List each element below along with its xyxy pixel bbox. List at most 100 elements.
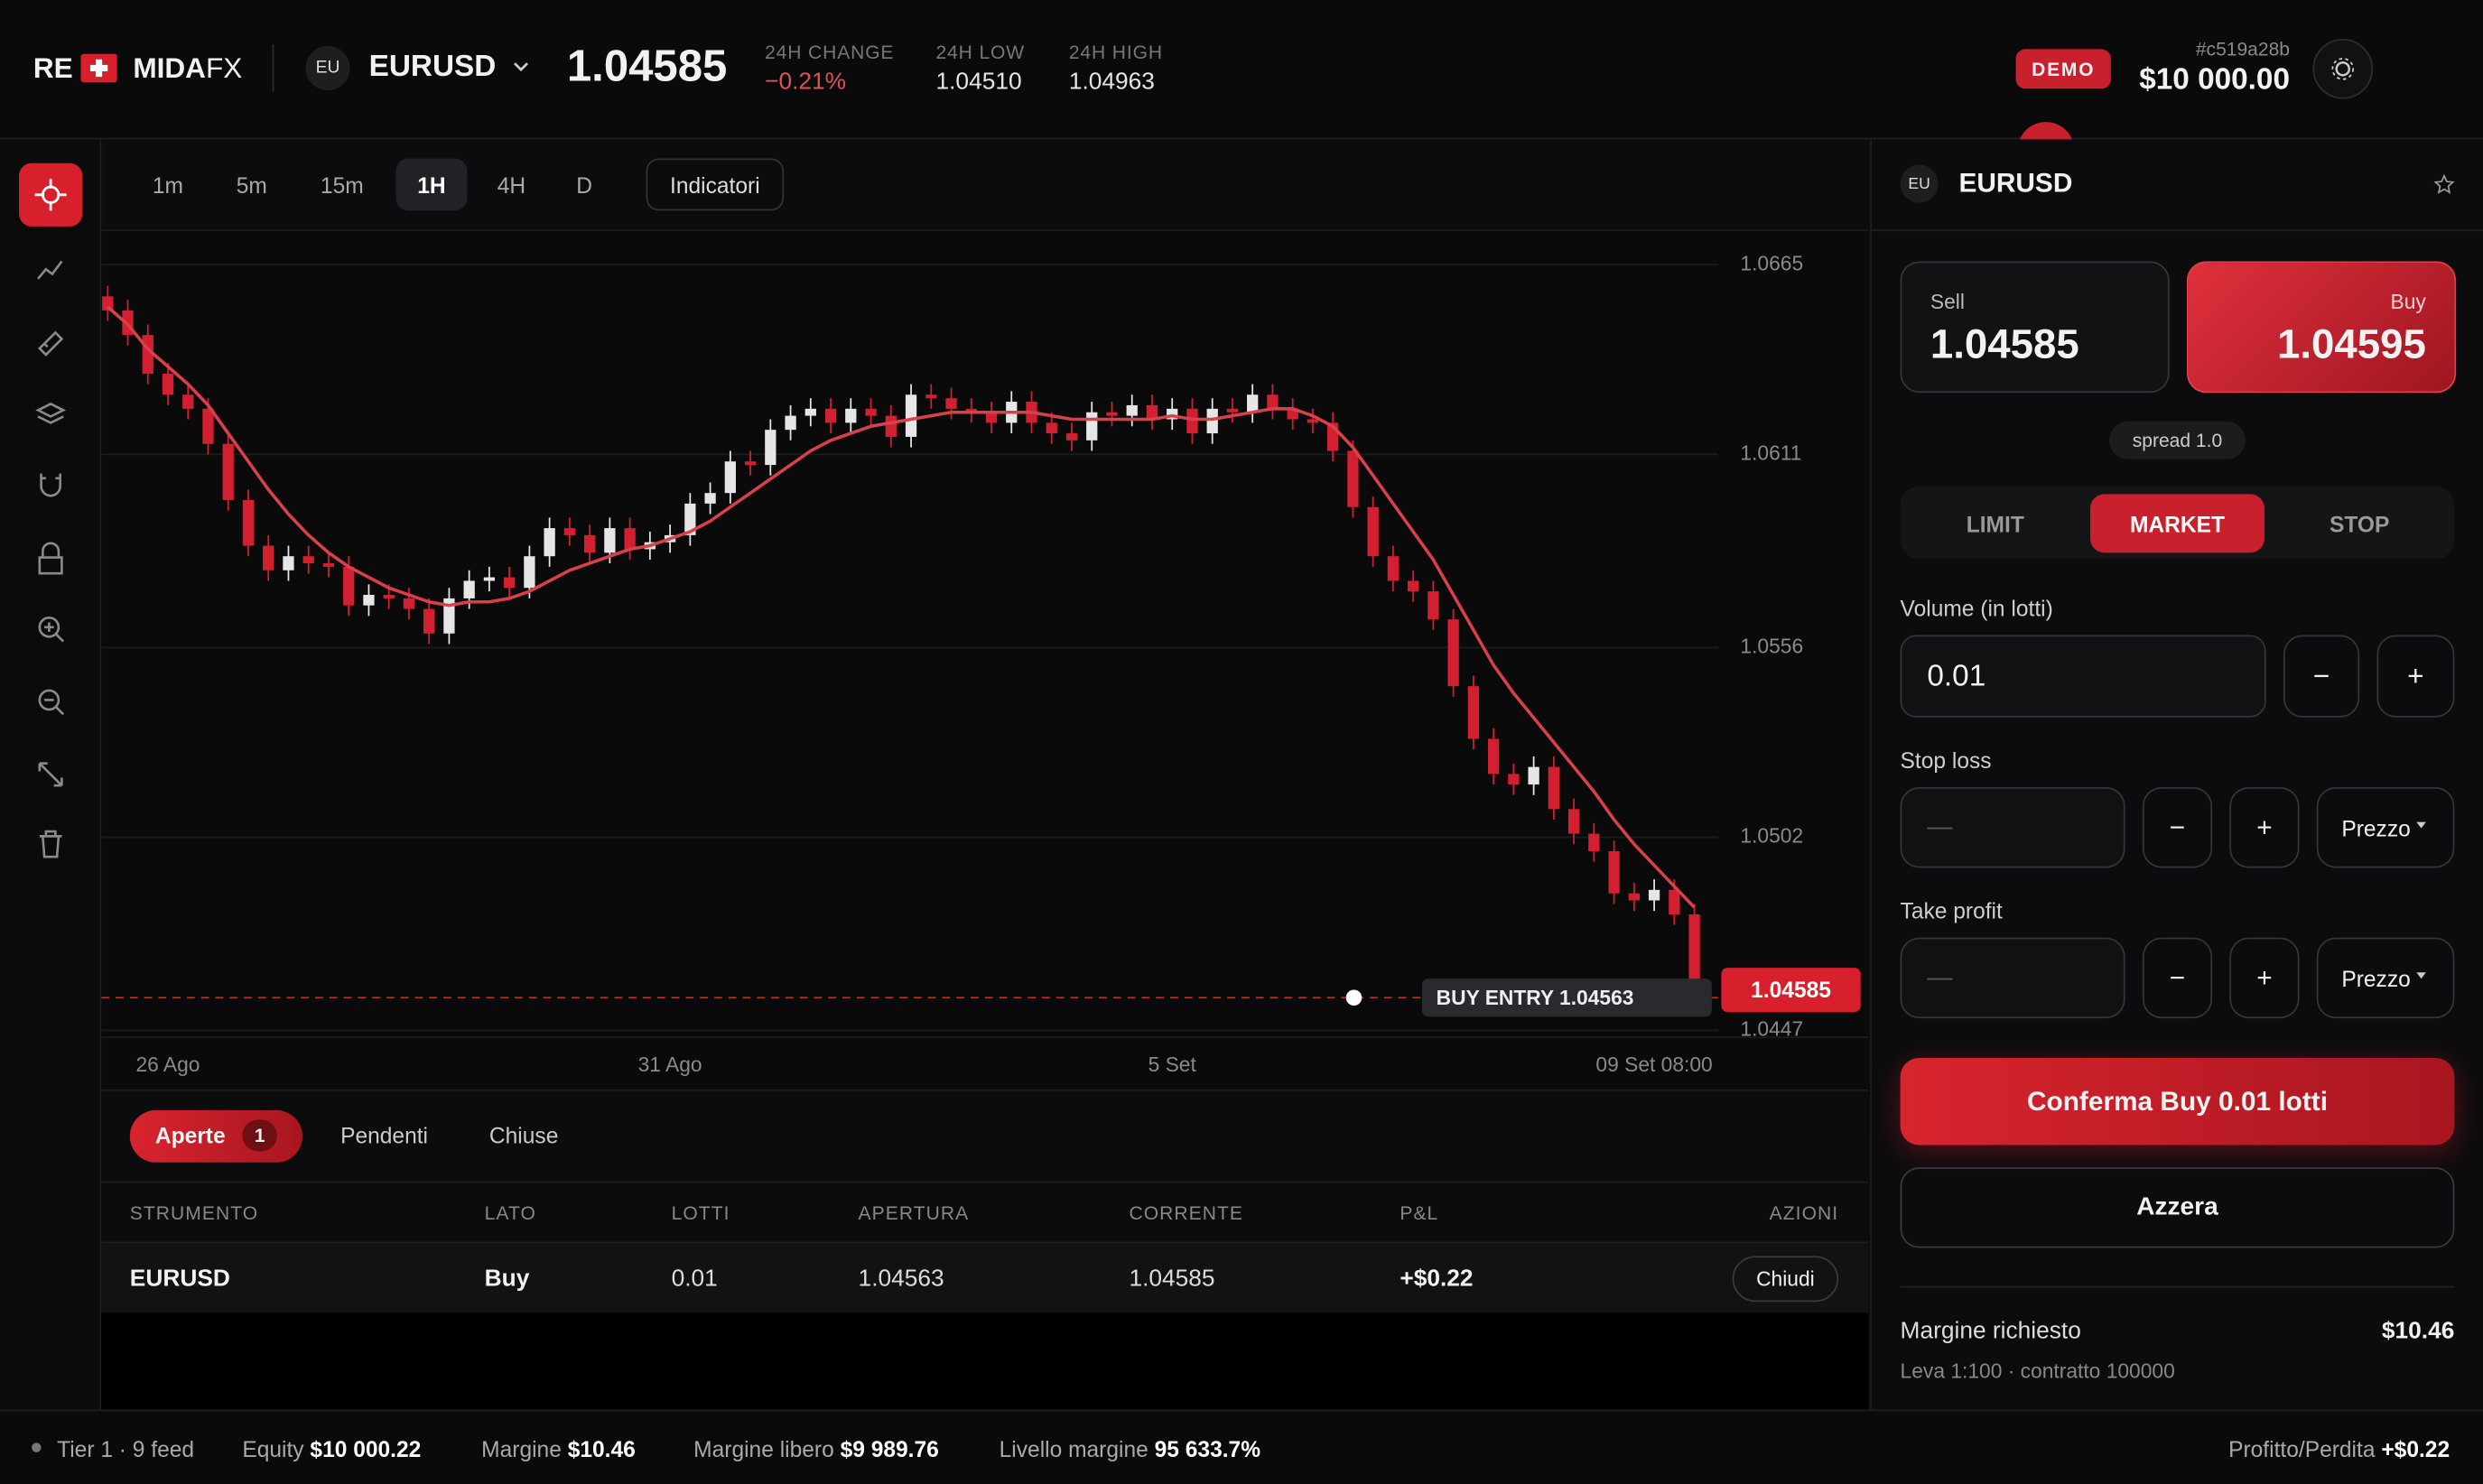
- close-position-button[interactable]: Chiudi: [1732, 1256, 1839, 1303]
- candle-body: [1648, 889, 1660, 901]
- candle-body: [1367, 506, 1379, 557]
- timeframe[interactable]: 1H: [395, 158, 468, 211]
- account-id: #c519a28b: [2195, 38, 2290, 60]
- order-type[interactable]: STOP: [2329, 510, 2390, 536]
- tab[interactable]: Aperte: [154, 1122, 226, 1149]
- candle-body: [865, 408, 877, 416]
- indicators-button[interactable]: Indicatori: [646, 158, 785, 211]
- cell: 0.01: [671, 1265, 718, 1293]
- candle-body: [1588, 833, 1600, 852]
- crosshair-tool[interactable]: [19, 162, 83, 227]
- sell-button[interactable]: Sell 1.04585: [1900, 261, 2170, 394]
- candle-body: [544, 528, 555, 557]
- moving-average: [107, 305, 1696, 909]
- reset-button[interactable]: Azzera: [1900, 1167, 2455, 1248]
- buy-button[interactable]: Buy 1.04595: [2186, 261, 2457, 394]
- tab[interactable]: Pendenti: [340, 1122, 429, 1149]
- status-dot: [32, 1442, 42, 1452]
- tab[interactable]: Chiuse: [488, 1122, 559, 1149]
- lock-tool[interactable]: [38, 542, 63, 575]
- volume-input[interactable]: 0.01: [1900, 635, 2266, 718]
- order-type[interactable]: LIMIT: [1966, 510, 2024, 536]
- panel-symbol: EURUSD: [1958, 167, 2073, 199]
- brand: MIDAFX: [133, 52, 242, 86]
- stop-loss-label: Stop loss: [1900, 747, 1992, 774]
- candle-body: [1487, 738, 1500, 774]
- zoom-out-tool[interactable]: [44, 699, 65, 716]
- y-tick-label: 1.0611: [1740, 441, 1801, 464]
- footer-label: Livello margine: [999, 1436, 1149, 1462]
- toolbar-border: [101, 229, 1869, 232]
- candle-body: [524, 556, 535, 589]
- candle-body: [604, 528, 616, 553]
- ruler-tool[interactable]: [37, 330, 64, 357]
- candle-body: [744, 461, 757, 466]
- increment[interactable]: +: [2229, 937, 2300, 1019]
- y-tick-label: 1.0447: [1740, 1016, 1803, 1040]
- zoom-in-tool[interactable]: [44, 622, 65, 643]
- candle-body: [724, 461, 736, 494]
- x-tick-label: 31 Ago: [638, 1053, 702, 1076]
- leverage: Leva 1:100 · contratto 100000: [1900, 1359, 2175, 1383]
- line-tool[interactable]: [37, 260, 63, 280]
- cell: 1.04585: [1129, 1265, 1215, 1293]
- candle-body: [1226, 408, 1239, 413]
- candle-body: [1528, 766, 1539, 785]
- decrement[interactable]: −: [2142, 786, 2213, 868]
- candle-body: [1669, 889, 1680, 915]
- candle-body: [162, 373, 174, 395]
- volume-decrement[interactable]: −: [2283, 635, 2360, 718]
- stat-value: −0.21%: [765, 68, 847, 96]
- x-tick-label: 26 Ago: [135, 1053, 200, 1076]
- price-input[interactable]: —: [1900, 786, 2125, 868]
- candle-body: [1247, 394, 1259, 413]
- chevron[interactable]: [511, 60, 530, 77]
- candle-body: [283, 556, 294, 570]
- increment[interactable]: +: [2229, 786, 2300, 868]
- candle-body: [322, 562, 335, 567]
- candle-body: [483, 577, 496, 581]
- footer: [0, 1409, 2483, 1484]
- tool-icons: [19, 162, 83, 858]
- confirm-button[interactable]: Conferma Buy 0.01 lotti: [1900, 1058, 2455, 1145]
- candle-body: [1447, 619, 1459, 687]
- delete-tool[interactable]: [39, 830, 62, 858]
- symbol[interactable]: EURUSD: [368, 51, 497, 84]
- spread: spread 1.0: [2109, 421, 2246, 459]
- timeframe[interactable]: D: [576, 172, 593, 198]
- tab-count: 1: [242, 1119, 277, 1152]
- timeframe[interactable]: 4H: [497, 172, 526, 198]
- x-tick-label: 09 Set 08:00: [1595, 1053, 1712, 1076]
- magnet-tool[interactable]: [40, 473, 61, 497]
- stat-value: 1.04510: [935, 68, 1022, 96]
- panel-divider: [1870, 229, 2483, 232]
- price-mode[interactable]: Prezzo: [2316, 786, 2455, 868]
- timeframe[interactable]: 5m: [236, 172, 267, 198]
- layers-tool[interactable]: [35, 402, 67, 424]
- decrement[interactable]: −: [2142, 937, 2213, 1019]
- candle-body: [684, 503, 696, 535]
- stat-label: 24H CHANGE: [765, 41, 895, 64]
- candle-body: [925, 394, 937, 399]
- candle-body: [1186, 408, 1198, 434]
- price-mode[interactable]: Prezzo: [2316, 937, 2455, 1019]
- price-tag: [1721, 968, 1861, 1013]
- price-input[interactable]: —: [1900, 937, 2125, 1019]
- column-header: P&L: [1400, 1201, 1439, 1225]
- candle-body: [343, 566, 355, 606]
- order-type[interactable]: MARKET: [2090, 494, 2264, 553]
- timeframe[interactable]: 1m: [152, 172, 183, 198]
- brand-fx: FX: [205, 51, 243, 84]
- timeframe[interactable]: 15m: [320, 172, 364, 198]
- candle-body: [1387, 556, 1400, 581]
- favorite[interactable]: [2433, 173, 2455, 195]
- footer-value: 95 633.7%: [1154, 1436, 1261, 1462]
- footer-value: $9 989.76: [840, 1436, 939, 1462]
- volume-increment[interactable]: +: [2376, 635, 2455, 718]
- sell-price: 1.04585: [1930, 320, 2079, 368]
- cell: +$0.22: [1400, 1265, 1474, 1293]
- settings-button[interactable]: [2312, 38, 2374, 99]
- fit-tool[interactable]: [38, 762, 63, 787]
- candle-body: [242, 499, 255, 546]
- candle-body: [302, 556, 314, 563]
